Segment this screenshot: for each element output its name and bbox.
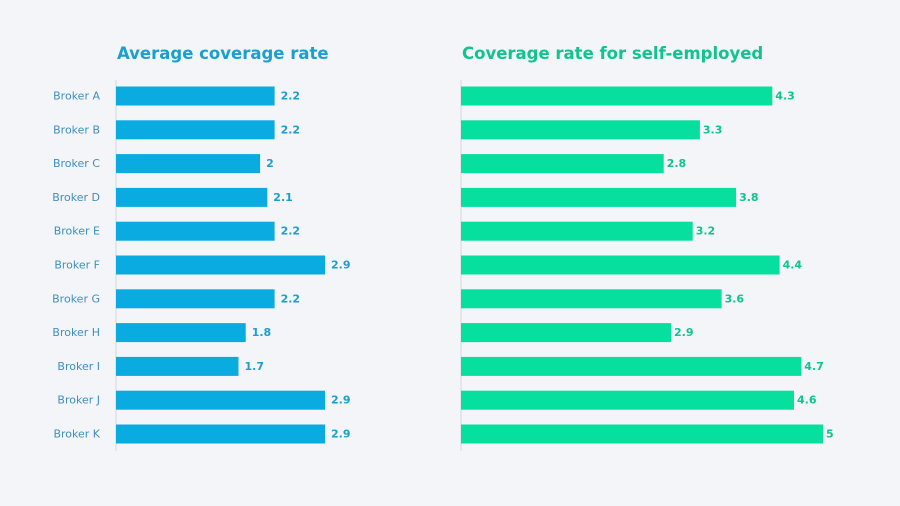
category-label: Broker A: [53, 90, 100, 103]
left-value-label: 2.9: [331, 428, 351, 441]
category-label: Broker C: [53, 157, 100, 170]
right-bar: [461, 356, 802, 376]
right-value-label: 2.9: [674, 326, 694, 339]
category-label: Broker K: [53, 428, 100, 441]
right-bar: [461, 120, 700, 140]
left-value-label: 2.9: [331, 259, 351, 272]
category-label: Broker I: [57, 360, 100, 373]
left-bar: [116, 323, 246, 343]
left-bar: [116, 356, 239, 376]
left-value-label: 2.2: [281, 225, 301, 238]
category-label: Broker J: [57, 394, 100, 407]
category-label: Broker B: [53, 123, 100, 136]
right-bar: [461, 289, 722, 309]
right-bar: [461, 255, 780, 275]
category-label: Broker H: [52, 326, 100, 339]
left-value-label: 1.7: [245, 360, 265, 373]
left-bar: [116, 154, 261, 174]
left-bar-chart: 2.2 Broker A 2.2 Broker B 2 Broker C 2.1 Broker…: [52, 80, 351, 451]
right-bar: [461, 221, 693, 241]
category-label: Broker G: [52, 292, 100, 305]
right-value-label: 4.6: [797, 394, 817, 407]
right-bar: [461, 424, 823, 444]
left-value-label: 2.2: [281, 123, 301, 136]
right-value-label: 2.8: [667, 157, 687, 170]
right-value-label: 3.2: [696, 225, 716, 238]
left-value-label: 2.1: [273, 191, 293, 204]
left-bar: [116, 187, 268, 207]
left-bar: [116, 255, 325, 275]
right-bar: [461, 154, 664, 174]
left-value-label: 2.9: [331, 394, 351, 407]
right-bar-chart: 4.3 3.3 2.8 3.8 3.2 4.4 3.6 2.9 4.7 4.6 5: [460, 80, 834, 451]
left-value-label: 2.2: [281, 292, 301, 305]
category-label: Broker D: [52, 191, 100, 204]
left-value-label: 1.8: [252, 326, 272, 339]
left-bar: [116, 120, 275, 140]
right-chart-title: Coverage rate for self-employed: [462, 44, 764, 63]
right-value-label: 4.7: [804, 360, 824, 373]
category-label: Broker E: [54, 225, 100, 238]
left-value-label: 2.2: [281, 90, 301, 103]
right-value-label: 5: [826, 428, 834, 441]
right-value-label: 3.6: [725, 292, 745, 305]
category-label: Broker F: [54, 259, 100, 272]
left-value-label: 2: [266, 157, 274, 170]
right-bar: [461, 323, 671, 343]
right-bar: [461, 390, 794, 410]
right-bar: [461, 86, 773, 106]
left-bar: [116, 289, 275, 309]
right-value-label: 4.4: [783, 259, 803, 272]
left-bar: [116, 221, 275, 241]
right-bar: [461, 187, 737, 207]
left-bar: [116, 390, 325, 410]
left-bar: [116, 424, 325, 444]
left-chart-title: Average coverage rate: [117, 44, 329, 63]
left-bar: [116, 86, 275, 106]
right-value-label: 3.3: [703, 123, 723, 136]
right-value-label: 4.3: [775, 90, 795, 103]
right-value-label: 3.8: [739, 191, 759, 204]
